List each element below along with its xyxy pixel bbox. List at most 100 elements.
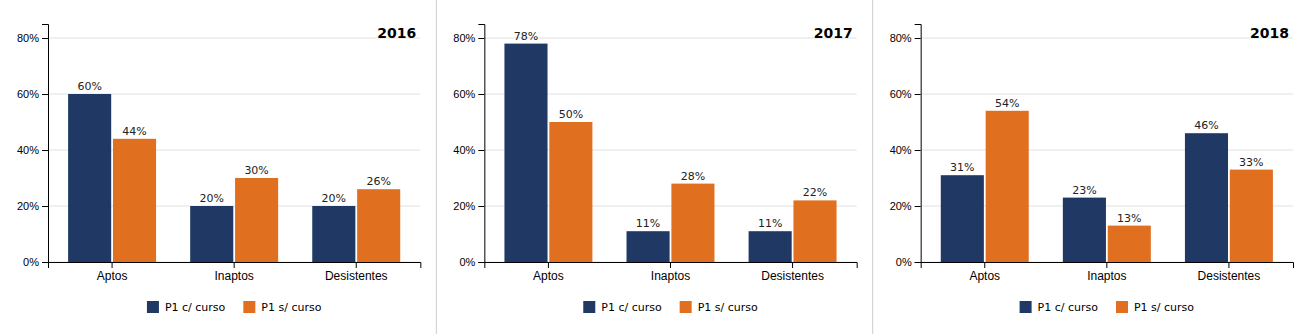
y-tick: 80% — [890, 32, 921, 44]
y-tick-label: 80% — [890, 32, 912, 44]
legend-label: P1 c/ curso — [1038, 301, 1099, 314]
y-tick: 40% — [17, 144, 48, 156]
y-axis-line — [42, 25, 49, 263]
data-label: 33% — [1239, 156, 1263, 169]
data-label: 28% — [681, 170, 705, 183]
data-label: 78% — [514, 30, 538, 43]
y-tick-label: 60% — [17, 88, 39, 100]
x-axis-line — [485, 263, 857, 269]
bar — [1108, 226, 1151, 262]
y-tick-mark — [915, 94, 921, 95]
title: 2016 — [377, 25, 416, 41]
bar — [1185, 133, 1228, 262]
y-tick: 0% — [23, 256, 48, 268]
chart-root: 0%20%40%60%80%AptosInaptosDesistentes60%… — [0, 0, 1309, 334]
x-tick: Inaptos — [651, 262, 690, 283]
bar — [68, 94, 111, 262]
bar — [793, 200, 836, 262]
x-tick-label: Inaptos — [1087, 269, 1126, 283]
data-label: 22% — [803, 186, 827, 199]
data-label: 54% — [995, 97, 1019, 110]
x-axis: AptosInaptosDesistentes — [485, 262, 857, 283]
data-label: 20% — [322, 192, 346, 205]
y-tick-mark — [478, 262, 484, 263]
bar — [235, 178, 278, 262]
y-tick-label: 0% — [23, 256, 39, 268]
bar — [1063, 198, 1106, 262]
x-tick-label: Desistentes — [325, 269, 388, 283]
legend-item: P1 s/ curso — [243, 301, 321, 314]
legend-item: P1 s/ curso — [1116, 301, 1194, 314]
bar — [312, 206, 355, 262]
bar — [749, 231, 792, 262]
data-label: 26% — [366, 175, 390, 188]
y-tick-mark — [478, 206, 484, 207]
y-tick-mark — [915, 262, 921, 263]
panel: 0%20%40%60%80%AptosInaptosDesistentes31%… — [890, 25, 1294, 315]
x-tick-label: Aptos — [969, 269, 1000, 283]
y-tick-mark — [915, 150, 921, 151]
legend-swatch — [243, 301, 255, 313]
legend-item: P1 c/ curso — [1020, 301, 1099, 314]
bar — [986, 111, 1029, 262]
y-tick: 60% — [17, 88, 48, 100]
x-tick-label: Aptos — [97, 269, 128, 283]
y-tick-label: 0% — [459, 256, 475, 268]
title: 2017 — [814, 25, 853, 41]
panel: 0%20%40%60%80%AptosInaptosDesistentes60%… — [17, 25, 421, 315]
x-tick-mark — [112, 262, 113, 268]
bar — [941, 175, 984, 262]
data-labels: 78%11%11%50%28%22% — [514, 30, 827, 231]
bars — [941, 111, 1273, 262]
y-tick: 20% — [17, 200, 48, 212]
y-tick: 0% — [896, 256, 921, 268]
legend-label: P1 s/ curso — [1134, 301, 1194, 314]
x-axis: AptosInaptosDesistentes — [921, 262, 1293, 283]
y-tick-label: 80% — [17, 32, 39, 44]
grid — [48, 38, 420, 262]
x-tick-mark — [234, 262, 235, 268]
x-axis-line — [921, 263, 1293, 269]
bars — [68, 94, 400, 262]
x-tick: Aptos — [969, 262, 1000, 283]
x-tick: Desistentes — [325, 262, 388, 283]
bar — [357, 189, 400, 262]
x-axis-line — [49, 263, 421, 269]
legend-swatch — [1020, 301, 1032, 313]
grid-line — [921, 150, 1293, 151]
grid — [484, 38, 856, 262]
x-tick-mark — [670, 262, 671, 268]
y-tick-label: 40% — [890, 144, 912, 156]
legend-swatch — [147, 301, 159, 313]
panel: 0%20%40%60%80%AptosInaptosDesistentes78%… — [453, 25, 857, 315]
y-tick-label: 40% — [17, 144, 39, 156]
y-tick: 80% — [453, 32, 484, 44]
y-tick: 20% — [890, 200, 921, 212]
y-tick: 60% — [890, 88, 921, 100]
x-tick-mark — [984, 262, 985, 268]
y-axis: 0% 20% 40% 60% 80% — [890, 25, 922, 269]
y-tick-mark — [42, 206, 48, 207]
data-label: 13% — [1117, 212, 1141, 225]
x-tick: Inaptos — [1087, 262, 1126, 283]
separator — [872, 0, 873, 334]
bar — [671, 184, 714, 262]
data-label: 20% — [199, 192, 223, 205]
y-axis: 0%20%40%60%80% — [453, 25, 485, 269]
y-tick-label: 60% — [890, 88, 912, 100]
x-tick-mark — [1228, 262, 1229, 268]
data-label: 11% — [636, 217, 660, 230]
legend-label: P1 c/ curso — [601, 301, 662, 314]
y-axis: 0% 20% 40% 60% 80% — [17, 25, 49, 269]
bar — [1230, 170, 1273, 262]
data-label: 23% — [1072, 184, 1096, 197]
legend: P1 c/ cursoP1 s/ curso — [147, 301, 322, 314]
y-axis-line — [478, 25, 485, 263]
y-tick: 40% — [453, 144, 484, 156]
grid — [921, 38, 1293, 262]
separator — [436, 0, 437, 334]
legend-label: P1 s/ curso — [261, 301, 321, 314]
bar — [190, 206, 233, 262]
data-label: 46% — [1194, 119, 1218, 132]
x-tick-mark — [548, 262, 549, 268]
